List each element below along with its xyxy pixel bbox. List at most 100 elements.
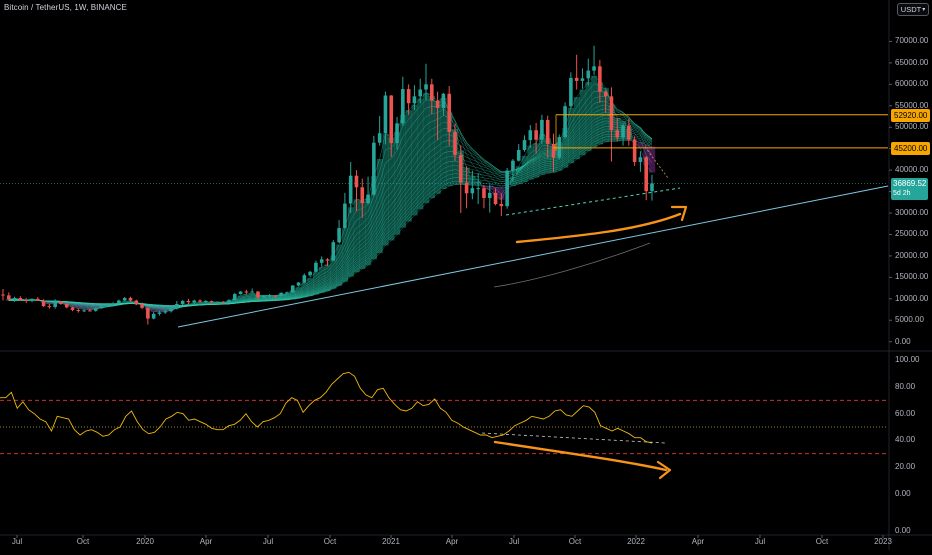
orange-down-arrow (493, 440, 668, 472)
candle-body (447, 93, 451, 132)
orange-up-arrow-head (670, 205, 688, 222)
candle-body (204, 300, 208, 302)
candle-body (401, 89, 405, 124)
candle-body (64, 303, 69, 308)
candle-body (580, 78, 585, 81)
candle-body (256, 291, 260, 298)
candle-body (308, 271, 312, 276)
candle-body (482, 188, 486, 199)
ribbon-fill-strip (330, 255, 337, 289)
candle-body (366, 194, 370, 204)
candle-body (406, 89, 411, 104)
candle-body (609, 96, 614, 131)
time-axis-tick-label: 2023 (874, 537, 892, 546)
candle-body (12, 297, 17, 300)
price-axis-tick-label: 10000.00 (895, 293, 929, 303)
ribbon-fill-strip (121, 301, 128, 304)
candle-body (430, 84, 434, 101)
rsi-axis-tick-label: 100.00 (895, 355, 920, 365)
candle-body (6, 295, 11, 300)
rsi-axis-tick-label: 60.00 (895, 408, 916, 418)
candle-body (441, 93, 446, 108)
candle-body (146, 307, 150, 319)
candle-body (215, 301, 220, 303)
ema-ribbon (5, 75, 656, 313)
rsi-line (0, 371, 653, 444)
candle-body (244, 291, 249, 293)
candle-body (528, 130, 533, 141)
time-axis-tick-label: Jul (508, 537, 520, 546)
candle-body (337, 228, 341, 243)
candle-body (175, 303, 179, 309)
currency-button[interactable]: USDT ▾ (897, 3, 929, 16)
candle-body (586, 70, 591, 79)
candle-body (627, 125, 631, 140)
candle-body (464, 182, 469, 194)
candle-body (140, 304, 144, 308)
candle-body (516, 149, 521, 161)
candle-body (209, 300, 214, 303)
candle-body (285, 292, 289, 294)
rsi-dashed-trendline (481, 432, 666, 444)
ribbon-fill-strip (434, 100, 441, 194)
candle-body (296, 282, 301, 286)
ribbon-fill-strip (365, 198, 372, 266)
candle-body (261, 295, 266, 298)
ribbon-fill-strip (399, 114, 407, 228)
chart-title: Bitcoin / TetherUS, 1W, BINANCE (4, 3, 127, 12)
candle-body (117, 300, 121, 304)
candle-body (493, 192, 498, 205)
ribbon-fill-strip (539, 133, 546, 175)
candle-body (551, 143, 556, 158)
candle-body (574, 77, 579, 81)
level-price-tag: 52920.00 (891, 108, 931, 122)
candle-body (157, 312, 162, 314)
candle-body (232, 294, 237, 301)
time-axis-tick-label: Oct (815, 537, 829, 546)
ribbon-fill-strip (243, 294, 250, 303)
price-axis-tick-label: 20000.00 (895, 250, 929, 260)
candle-body (41, 300, 46, 307)
drawings-layer (0, 114, 889, 328)
candle-body (273, 295, 278, 297)
candle-body (348, 175, 353, 204)
candle-body (458, 155, 463, 183)
rsi-axis-tick-label: 40.00 (895, 435, 916, 445)
candle-body (93, 308, 98, 311)
candle-body (151, 313, 156, 319)
candle-body (302, 275, 307, 283)
ribbon-fill-strip (336, 244, 343, 286)
rsi-axis-tick-label: 80.00 (895, 382, 916, 391)
axis-layer (16, 40, 892, 538)
candle-body (186, 300, 191, 303)
candle-body (111, 303, 115, 305)
candle-body (227, 300, 231, 303)
candle-body (221, 301, 225, 303)
candle-body (372, 142, 376, 195)
candle-body (644, 157, 649, 192)
ribbon-fill-strip (515, 166, 522, 185)
support-trendline (177, 185, 889, 328)
candle-body (540, 119, 544, 140)
candle-body (192, 300, 197, 303)
ribbon-fill-strip (144, 304, 152, 311)
candle-body (267, 295, 272, 297)
ribbon-fill-strip (307, 278, 314, 297)
candle-body (389, 95, 394, 144)
candle-body (76, 309, 81, 311)
ribbon-ema-line (8, 108, 653, 309)
candle-body (650, 183, 654, 192)
candle-body (47, 306, 52, 308)
candle-body (1, 294, 5, 296)
candle-body (53, 301, 57, 307)
candle-body (134, 300, 139, 305)
candle-body (615, 130, 620, 138)
ribbon-fill-strip (440, 97, 447, 189)
price-axis-tick-label: 30000.00 (895, 208, 929, 218)
time-axis-tick-label: Oct (568, 537, 582, 546)
currency-label: USDT (900, 5, 922, 14)
price-axis-tick-label: 40000.00 (895, 165, 929, 175)
candle-body (499, 204, 504, 207)
